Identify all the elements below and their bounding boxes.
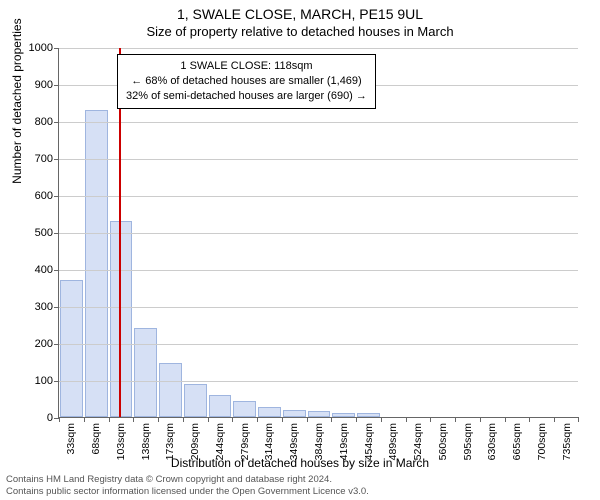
bar [233, 401, 256, 417]
annotation-line-2: ← 68% of detached houses are smaller (1,… [126, 74, 367, 89]
xtick-mark [554, 417, 555, 422]
xtick-mark [59, 417, 60, 422]
ytick-mark [54, 48, 59, 49]
ytick-label: 300 [35, 301, 53, 313]
bar [159, 363, 182, 417]
ytick-label: 100 [35, 375, 53, 387]
ytick-label: 900 [35, 79, 53, 91]
annotation-line-3: 32% of semi-detached houses are larger (… [126, 89, 367, 104]
xtick-mark [505, 417, 506, 422]
y-axis-label: Number of detached properties [10, 18, 24, 183]
ytick-mark [54, 122, 59, 123]
gridline [59, 233, 578, 234]
xtick-label: 314sqm [263, 423, 275, 460]
xtick-mark [480, 417, 481, 422]
xtick-mark [455, 417, 456, 422]
xtick-mark [307, 417, 308, 422]
gridline [59, 159, 578, 160]
gridline [59, 196, 578, 197]
xtick-mark [430, 417, 431, 422]
ytick-label: 700 [35, 153, 53, 165]
xtick-label: 244sqm [214, 423, 226, 460]
xtick-mark [381, 417, 382, 422]
xtick-mark [84, 417, 85, 422]
xtick-mark [406, 417, 407, 422]
ytick-label: 400 [35, 264, 53, 276]
gridline [59, 122, 578, 123]
bar [283, 410, 306, 417]
xtick-mark [109, 417, 110, 422]
ytick-label: 500 [35, 227, 53, 239]
xtick-label: 700sqm [536, 423, 548, 460]
bar [60, 280, 83, 417]
bar [258, 407, 281, 417]
ytick-mark [54, 344, 59, 345]
xtick-label: 419sqm [338, 423, 350, 460]
bar [209, 395, 232, 417]
xtick-label: 33sqm [65, 423, 77, 455]
bar [308, 411, 331, 417]
xtick-label: 349sqm [288, 423, 300, 460]
ytick-mark [54, 233, 59, 234]
bar [332, 413, 355, 417]
footer-line-1: Contains HM Land Registry data © Crown c… [6, 474, 594, 486]
xtick-mark [578, 417, 579, 422]
xtick-mark [208, 417, 209, 422]
xtick-label: 173sqm [164, 423, 176, 460]
ytick-label: 0 [47, 412, 53, 424]
xtick-label: 630sqm [486, 423, 498, 460]
ytick-mark [54, 159, 59, 160]
xtick-label: 595sqm [462, 423, 474, 460]
xtick-label: 560sqm [437, 423, 449, 460]
footer-attribution: Contains HM Land Registry data © Crown c… [6, 474, 594, 498]
ytick-mark [54, 196, 59, 197]
xtick-mark [529, 417, 530, 422]
annotation-box: 1 SWALE CLOSE: 118sqm ← 68% of detached … [117, 54, 376, 109]
gridline [59, 381, 578, 382]
ytick-mark [54, 270, 59, 271]
annotation-line-1: 1 SWALE CLOSE: 118sqm [126, 59, 367, 74]
xtick-mark [356, 417, 357, 422]
xtick-mark [257, 417, 258, 422]
bar [357, 413, 380, 417]
xtick-mark [282, 417, 283, 422]
xtick-mark [232, 417, 233, 422]
ytick-label: 800 [35, 116, 53, 128]
xtick-label: 103sqm [115, 423, 127, 460]
bar [134, 328, 157, 417]
ytick-mark [54, 307, 59, 308]
ytick-label: 200 [35, 338, 53, 350]
xtick-label: 489sqm [387, 423, 399, 460]
xtick-mark [158, 417, 159, 422]
xtick-mark [183, 417, 184, 422]
xtick-mark [133, 417, 134, 422]
x-axis-label: Distribution of detached houses by size … [0, 456, 600, 470]
gridline [59, 270, 578, 271]
bar [85, 110, 108, 417]
xtick-label: 138sqm [140, 423, 152, 460]
gridline [59, 48, 578, 49]
gridline [59, 344, 578, 345]
page-subtitle: Size of property relative to detached ho… [0, 22, 600, 39]
xtick-mark [331, 417, 332, 422]
xtick-label: 209sqm [189, 423, 201, 460]
ytick-mark [54, 381, 59, 382]
xtick-label: 68sqm [90, 423, 102, 455]
xtick-label: 735sqm [561, 423, 573, 460]
ytick-label: 600 [35, 190, 53, 202]
bar [184, 384, 207, 417]
xtick-label: 384sqm [313, 423, 325, 460]
ytick-label: 1000 [29, 42, 53, 54]
gridline [59, 307, 578, 308]
plot-area: 0100200300400500600700800900100033sqm68s… [58, 48, 578, 418]
xtick-label: 279sqm [239, 423, 251, 460]
page-title: 1, SWALE CLOSE, MARCH, PE15 9UL [0, 0, 600, 22]
xtick-label: 524sqm [412, 423, 424, 460]
footer-line-2: Contains public sector information licen… [6, 486, 594, 498]
chart-area: 0100200300400500600700800900100033sqm68s… [58, 48, 578, 418]
ytick-mark [54, 85, 59, 86]
xtick-label: 665sqm [511, 423, 523, 460]
xtick-label: 454sqm [363, 423, 375, 460]
